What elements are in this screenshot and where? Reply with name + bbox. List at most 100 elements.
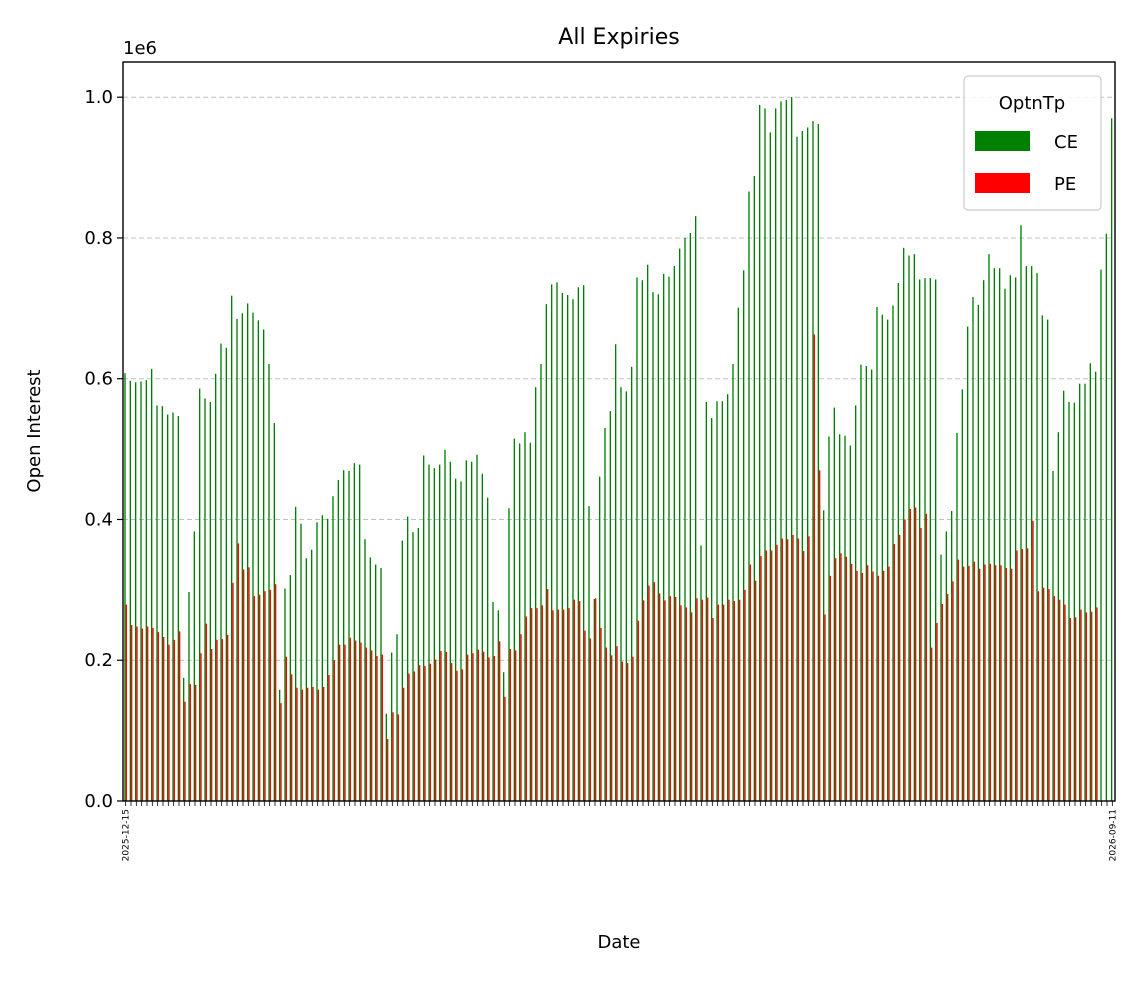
bar-pe bbox=[637, 620, 639, 801]
bar-ce bbox=[764, 108, 766, 801]
bar-ce bbox=[684, 237, 686, 801]
bar-pe bbox=[472, 653, 474, 801]
y-tick-label: 0.2 bbox=[84, 650, 113, 671]
bar-ce bbox=[567, 294, 569, 801]
bar-pe bbox=[1032, 520, 1034, 801]
bar-pe bbox=[264, 591, 266, 801]
y-axis-ticks: 0.0 0.2 0.4 0.6 0.8 1.0 bbox=[84, 87, 123, 812]
bar-ce bbox=[305, 558, 307, 801]
bar-pe bbox=[221, 639, 223, 801]
bar-pe bbox=[765, 550, 767, 801]
bar-pe bbox=[1011, 568, 1013, 801]
bar-ce bbox=[1015, 277, 1017, 801]
bar-ce bbox=[524, 432, 526, 801]
bar-ce bbox=[407, 516, 409, 801]
bar-pe bbox=[445, 651, 447, 801]
bar-pe bbox=[685, 607, 687, 801]
bar-pe bbox=[744, 589, 746, 801]
bar-pe bbox=[179, 631, 181, 801]
bar-pe bbox=[829, 575, 831, 801]
bar-pe bbox=[717, 604, 719, 801]
bar-pe bbox=[995, 565, 997, 801]
bar-ce bbox=[588, 506, 590, 801]
bar-ce bbox=[465, 460, 467, 801]
bar-ce bbox=[785, 100, 787, 801]
bar-pe bbox=[520, 634, 522, 801]
bar-ce bbox=[247, 303, 249, 801]
bar-ce bbox=[1089, 363, 1091, 801]
bar-pe bbox=[435, 659, 437, 801]
bar-pe bbox=[963, 566, 965, 801]
bar-ce bbox=[940, 554, 942, 801]
bar-pe bbox=[701, 599, 703, 801]
bar-ce bbox=[204, 398, 206, 801]
bar-pe bbox=[1091, 611, 1093, 801]
bar-pe bbox=[195, 684, 197, 801]
bar-pe bbox=[952, 581, 954, 801]
bar-pe bbox=[1043, 587, 1045, 801]
bar-ce bbox=[1100, 269, 1102, 801]
y-axis-label: Open Interest bbox=[24, 369, 45, 492]
bar-ce bbox=[124, 373, 126, 801]
bar-pe bbox=[728, 599, 730, 801]
bar-ce bbox=[668, 276, 670, 801]
bar-ce bbox=[257, 320, 259, 801]
bar-pe bbox=[915, 507, 917, 801]
bar-ce bbox=[753, 176, 755, 801]
bar-pe bbox=[803, 551, 805, 801]
bar-ce bbox=[508, 508, 510, 801]
bar-pe bbox=[749, 564, 751, 801]
bar-pe bbox=[557, 609, 559, 801]
bar-pe bbox=[653, 582, 655, 801]
bar-pe bbox=[461, 669, 463, 801]
bar-ce bbox=[1041, 315, 1043, 801]
bar-pe bbox=[643, 600, 645, 801]
bar-pe bbox=[344, 644, 346, 801]
bar-pe bbox=[381, 654, 383, 801]
bar-ce bbox=[311, 549, 313, 801]
legend-title: OptnTp bbox=[999, 93, 1065, 114]
bar-ce bbox=[321, 515, 323, 801]
bar-ce bbox=[887, 319, 889, 801]
y-tick-label: 0.0 bbox=[84, 791, 113, 812]
bar-ce bbox=[695, 216, 697, 801]
bar-pe bbox=[200, 653, 202, 801]
bar-ce bbox=[951, 511, 953, 801]
bar-pe bbox=[360, 642, 362, 801]
x-tick-label: 2025-12-15 bbox=[122, 809, 132, 861]
bar-pe bbox=[632, 656, 634, 801]
bar-pe bbox=[568, 608, 570, 801]
bar-ce bbox=[833, 407, 835, 801]
bar-ce bbox=[1052, 470, 1054, 801]
bar-ce bbox=[135, 382, 137, 801]
bar-pe bbox=[893, 544, 895, 801]
bar-ce bbox=[439, 464, 441, 801]
bar-ce bbox=[503, 672, 505, 801]
bar-pe bbox=[925, 513, 927, 801]
bar-ce bbox=[945, 531, 947, 801]
bar-pe bbox=[403, 687, 405, 801]
bar-ce bbox=[721, 401, 723, 801]
bar-pe bbox=[909, 508, 911, 801]
x-tick-label: 2026-09-11 bbox=[1108, 809, 1118, 861]
bar-ce bbox=[1047, 319, 1049, 801]
bar-ce bbox=[977, 304, 979, 801]
bar-ce bbox=[732, 363, 734, 801]
bar-pe bbox=[861, 572, 863, 801]
bar-pe bbox=[808, 536, 810, 801]
bar-ce bbox=[385, 713, 387, 801]
bar-pe bbox=[845, 556, 847, 801]
bar-pe bbox=[605, 647, 607, 801]
bar-pe bbox=[323, 686, 325, 801]
y-tick-label: 1.0 bbox=[84, 87, 113, 108]
bar-pe bbox=[595, 598, 597, 801]
chart-title: All Expiries bbox=[558, 25, 679, 50]
bar-ce bbox=[983, 280, 985, 801]
bar-pe bbox=[600, 627, 602, 801]
bar-pe bbox=[621, 661, 623, 801]
bar-ce bbox=[449, 461, 451, 801]
bar-ce bbox=[967, 326, 969, 801]
bar-ce bbox=[924, 278, 926, 801]
bar-ce bbox=[657, 294, 659, 801]
bar-pe bbox=[1000, 565, 1002, 801]
